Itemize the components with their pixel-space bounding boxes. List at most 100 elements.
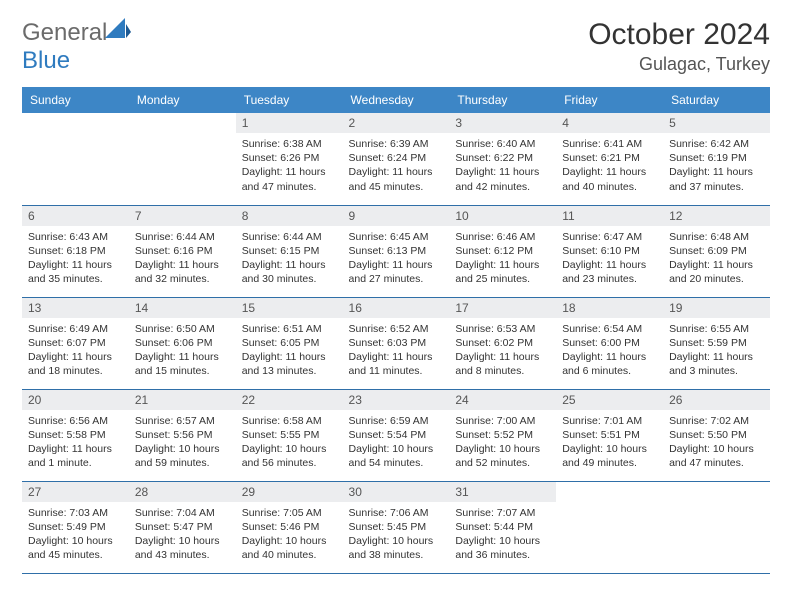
day-content: Sunrise: 6:40 AMSunset: 6:22 PMDaylight:… bbox=[449, 133, 556, 200]
day-number: 7 bbox=[129, 206, 236, 226]
day-number: 8 bbox=[236, 206, 343, 226]
calendar-cell: 12Sunrise: 6:48 AMSunset: 6:09 PMDayligh… bbox=[663, 205, 770, 297]
calendar-cell: 21Sunrise: 6:57 AMSunset: 5:56 PMDayligh… bbox=[129, 389, 236, 481]
calendar-cell: 23Sunrise: 6:59 AMSunset: 5:54 PMDayligh… bbox=[343, 389, 450, 481]
day-content: Sunrise: 6:39 AMSunset: 6:24 PMDaylight:… bbox=[343, 133, 450, 200]
brand-logo: General Blue bbox=[22, 18, 131, 75]
day-content: Sunrise: 6:50 AMSunset: 6:06 PMDaylight:… bbox=[129, 318, 236, 385]
calendar-cell: 6Sunrise: 6:43 AMSunset: 6:18 PMDaylight… bbox=[22, 205, 129, 297]
page-header: General Blue October 2024 Gulagac, Turke… bbox=[22, 18, 770, 75]
weekday-row: SundayMondayTuesdayWednesdayThursdayFrid… bbox=[22, 87, 770, 113]
day-number: 30 bbox=[343, 482, 450, 502]
calendar-cell: 29Sunrise: 7:05 AMSunset: 5:46 PMDayligh… bbox=[236, 481, 343, 573]
day-number: 21 bbox=[129, 390, 236, 410]
weekday-header: Wednesday bbox=[343, 87, 450, 113]
calendar-cell: 18Sunrise: 6:54 AMSunset: 6:00 PMDayligh… bbox=[556, 297, 663, 389]
calendar-cell: 28Sunrise: 7:04 AMSunset: 5:47 PMDayligh… bbox=[129, 481, 236, 573]
calendar-table: SundayMondayTuesdayWednesdayThursdayFrid… bbox=[22, 87, 770, 574]
day-content: Sunrise: 7:00 AMSunset: 5:52 PMDaylight:… bbox=[449, 410, 556, 477]
location-text: Gulagac, Turkey bbox=[588, 54, 770, 75]
calendar-cell bbox=[129, 113, 236, 205]
calendar-cell: 30Sunrise: 7:06 AMSunset: 5:45 PMDayligh… bbox=[343, 481, 450, 573]
calendar-cell: 10Sunrise: 6:46 AMSunset: 6:12 PMDayligh… bbox=[449, 205, 556, 297]
calendar-body: 1Sunrise: 6:38 AMSunset: 6:26 PMDaylight… bbox=[22, 113, 770, 573]
calendar-cell: 15Sunrise: 6:51 AMSunset: 6:05 PMDayligh… bbox=[236, 297, 343, 389]
day-content: Sunrise: 6:48 AMSunset: 6:09 PMDaylight:… bbox=[663, 226, 770, 293]
day-content: Sunrise: 7:04 AMSunset: 5:47 PMDaylight:… bbox=[129, 502, 236, 569]
day-number: 11 bbox=[556, 206, 663, 226]
day-content: Sunrise: 6:55 AMSunset: 5:59 PMDaylight:… bbox=[663, 318, 770, 385]
calendar-week-row: 1Sunrise: 6:38 AMSunset: 6:26 PMDaylight… bbox=[22, 113, 770, 205]
day-content: Sunrise: 6:44 AMSunset: 6:15 PMDaylight:… bbox=[236, 226, 343, 293]
day-content: Sunrise: 6:58 AMSunset: 5:55 PMDaylight:… bbox=[236, 410, 343, 477]
brand-text: General Blue bbox=[22, 18, 131, 75]
day-content: Sunrise: 7:01 AMSunset: 5:51 PMDaylight:… bbox=[556, 410, 663, 477]
calendar-cell: 14Sunrise: 6:50 AMSunset: 6:06 PMDayligh… bbox=[129, 297, 236, 389]
weekday-header: Thursday bbox=[449, 87, 556, 113]
day-number: 1 bbox=[236, 113, 343, 133]
weekday-header: Sunday bbox=[22, 87, 129, 113]
calendar-cell: 20Sunrise: 6:56 AMSunset: 5:58 PMDayligh… bbox=[22, 389, 129, 481]
day-content: Sunrise: 6:59 AMSunset: 5:54 PMDaylight:… bbox=[343, 410, 450, 477]
day-content: Sunrise: 7:03 AMSunset: 5:49 PMDaylight:… bbox=[22, 502, 129, 569]
calendar-cell: 1Sunrise: 6:38 AMSunset: 6:26 PMDaylight… bbox=[236, 113, 343, 205]
day-number: 3 bbox=[449, 113, 556, 133]
day-number: 24 bbox=[449, 390, 556, 410]
calendar-cell: 5Sunrise: 6:42 AMSunset: 6:19 PMDaylight… bbox=[663, 113, 770, 205]
calendar-cell: 25Sunrise: 7:01 AMSunset: 5:51 PMDayligh… bbox=[556, 389, 663, 481]
calendar-cell: 26Sunrise: 7:02 AMSunset: 5:50 PMDayligh… bbox=[663, 389, 770, 481]
day-content: Sunrise: 6:44 AMSunset: 6:16 PMDaylight:… bbox=[129, 226, 236, 293]
calendar-cell bbox=[663, 481, 770, 573]
calendar-cell: 22Sunrise: 6:58 AMSunset: 5:55 PMDayligh… bbox=[236, 389, 343, 481]
day-number: 9 bbox=[343, 206, 450, 226]
weekday-header: Saturday bbox=[663, 87, 770, 113]
calendar-week-row: 27Sunrise: 7:03 AMSunset: 5:49 PMDayligh… bbox=[22, 481, 770, 573]
day-number: 25 bbox=[556, 390, 663, 410]
brand-text-blue: Blue bbox=[22, 47, 70, 74]
calendar-cell: 3Sunrise: 6:40 AMSunset: 6:22 PMDaylight… bbox=[449, 113, 556, 205]
title-block: October 2024 Gulagac, Turkey bbox=[588, 18, 770, 75]
calendar-cell: 24Sunrise: 7:00 AMSunset: 5:52 PMDayligh… bbox=[449, 389, 556, 481]
day-content: Sunrise: 6:42 AMSunset: 6:19 PMDaylight:… bbox=[663, 133, 770, 200]
weekday-header: Tuesday bbox=[236, 87, 343, 113]
day-number: 10 bbox=[449, 206, 556, 226]
day-number: 14 bbox=[129, 298, 236, 318]
day-number: 12 bbox=[663, 206, 770, 226]
day-content: Sunrise: 7:06 AMSunset: 5:45 PMDaylight:… bbox=[343, 502, 450, 569]
day-content: Sunrise: 7:07 AMSunset: 5:44 PMDaylight:… bbox=[449, 502, 556, 569]
day-content: Sunrise: 6:46 AMSunset: 6:12 PMDaylight:… bbox=[449, 226, 556, 293]
day-content: Sunrise: 6:47 AMSunset: 6:10 PMDaylight:… bbox=[556, 226, 663, 293]
day-content: Sunrise: 7:05 AMSunset: 5:46 PMDaylight:… bbox=[236, 502, 343, 569]
calendar-cell bbox=[22, 113, 129, 205]
calendar-cell: 7Sunrise: 6:44 AMSunset: 6:16 PMDaylight… bbox=[129, 205, 236, 297]
day-content: Sunrise: 6:54 AMSunset: 6:00 PMDaylight:… bbox=[556, 318, 663, 385]
calendar-cell: 31Sunrise: 7:07 AMSunset: 5:44 PMDayligh… bbox=[449, 481, 556, 573]
calendar-cell: 11Sunrise: 6:47 AMSunset: 6:10 PMDayligh… bbox=[556, 205, 663, 297]
month-title: October 2024 bbox=[588, 18, 770, 52]
day-number: 18 bbox=[556, 298, 663, 318]
day-number: 26 bbox=[663, 390, 770, 410]
calendar-cell: 4Sunrise: 6:41 AMSunset: 6:21 PMDaylight… bbox=[556, 113, 663, 205]
day-number: 27 bbox=[22, 482, 129, 502]
day-content: Sunrise: 6:56 AMSunset: 5:58 PMDaylight:… bbox=[22, 410, 129, 477]
day-number: 20 bbox=[22, 390, 129, 410]
day-content: Sunrise: 6:43 AMSunset: 6:18 PMDaylight:… bbox=[22, 226, 129, 293]
calendar-cell: 27Sunrise: 7:03 AMSunset: 5:49 PMDayligh… bbox=[22, 481, 129, 573]
calendar-week-row: 6Sunrise: 6:43 AMSunset: 6:18 PMDaylight… bbox=[22, 205, 770, 297]
calendar-cell: 2Sunrise: 6:39 AMSunset: 6:24 PMDaylight… bbox=[343, 113, 450, 205]
calendar-cell: 17Sunrise: 6:53 AMSunset: 6:02 PMDayligh… bbox=[449, 297, 556, 389]
calendar-cell: 19Sunrise: 6:55 AMSunset: 5:59 PMDayligh… bbox=[663, 297, 770, 389]
day-number: 4 bbox=[556, 113, 663, 133]
day-content: Sunrise: 6:45 AMSunset: 6:13 PMDaylight:… bbox=[343, 226, 450, 293]
sail-icon bbox=[105, 18, 131, 40]
weekday-header: Friday bbox=[556, 87, 663, 113]
day-number: 19 bbox=[663, 298, 770, 318]
day-number: 16 bbox=[343, 298, 450, 318]
day-content: Sunrise: 6:52 AMSunset: 6:03 PMDaylight:… bbox=[343, 318, 450, 385]
day-content: Sunrise: 6:53 AMSunset: 6:02 PMDaylight:… bbox=[449, 318, 556, 385]
day-number: 2 bbox=[343, 113, 450, 133]
calendar-week-row: 20Sunrise: 6:56 AMSunset: 5:58 PMDayligh… bbox=[22, 389, 770, 481]
day-content: Sunrise: 6:57 AMSunset: 5:56 PMDaylight:… bbox=[129, 410, 236, 477]
day-content: Sunrise: 6:41 AMSunset: 6:21 PMDaylight:… bbox=[556, 133, 663, 200]
calendar-week-row: 13Sunrise: 6:49 AMSunset: 6:07 PMDayligh… bbox=[22, 297, 770, 389]
